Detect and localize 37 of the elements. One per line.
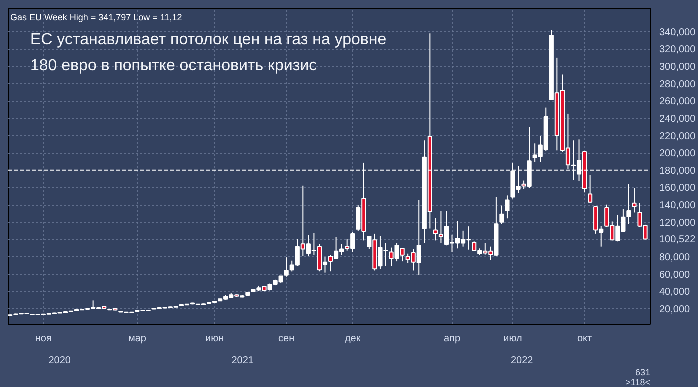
text: 2021 [232, 356, 254, 366]
y-tick-label: 120,000 [660, 218, 696, 229]
y-tick-label: 260,000 [660, 96, 696, 108]
text: >118< [626, 378, 651, 387]
candlestick [505, 195, 510, 220]
y-tick-label: 140,000 [660, 200, 696, 212]
candlestick [500, 205, 504, 225]
candlestick [433, 218, 438, 242]
x-tick-label: окт [577, 334, 593, 344]
chart-subtitle: Gas EU Week High = 341,797 Low = 11,12 [10, 12, 182, 22]
x-tick-label: мар [128, 334, 147, 344]
x-tick-label: ноя [35, 334, 52, 344]
y-tick-label: 40,000 [660, 287, 691, 298]
y-tick-label: 240,000 [660, 114, 696, 125]
text: ЕС устанавливает потолок цен на газ на уровне 180 евро в попытке остановить кризис [30, 32, 387, 74]
text: 2020 [48, 356, 72, 366]
y-tick-label: 20,000 [660, 304, 691, 316]
text: 631 [635, 368, 651, 378]
candlestick [632, 188, 637, 214]
y-tick-label: 200,000 [660, 148, 696, 160]
y-tick-label: 280,000 [660, 79, 696, 90]
y-tick-label: 320,000 [660, 44, 696, 56]
y-tick-label: 160,000 [660, 183, 696, 194]
y-tick-label: 100,522 [660, 234, 696, 246]
y-tick-label: 60,000 [660, 270, 691, 281]
y-tick-label: 340,000 [660, 27, 696, 38]
candlestick [588, 174, 593, 204]
x-tick-label: апр [444, 334, 461, 344]
y-tick-label: 220,000 [660, 131, 696, 142]
x-tick-label: июл [504, 334, 523, 344]
x-tick-label: июн [206, 334, 224, 344]
y-tick-label: 80,000 [660, 252, 691, 264]
x-tick-label: сен [278, 334, 295, 344]
text: 2022 [510, 356, 534, 366]
y-tick-label: 300,000 [660, 62, 696, 74]
ref-line-label: 180,000 [660, 166, 696, 177]
x-tick-label: дек [344, 334, 362, 344]
